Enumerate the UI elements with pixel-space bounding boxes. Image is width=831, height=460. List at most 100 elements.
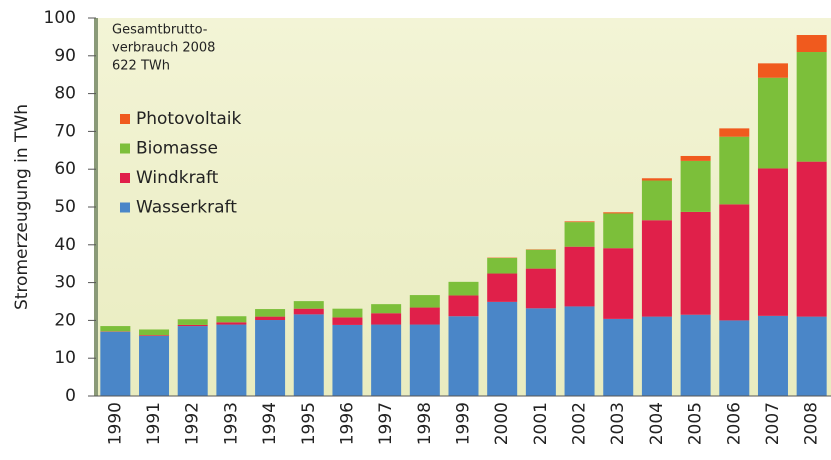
bar-segment bbox=[255, 309, 286, 317]
bar-segment bbox=[177, 319, 208, 325]
x-tick-label: 2001 bbox=[531, 402, 551, 445]
x-tick-label: 1996 bbox=[337, 402, 357, 445]
x-tick-label: 1995 bbox=[299, 402, 319, 445]
x-tick-label: 2007 bbox=[763, 402, 783, 445]
marks bbox=[100, 35, 827, 396]
bar-segment bbox=[641, 220, 672, 317]
y-tick-label: 80 bbox=[54, 84, 76, 104]
bar-segment bbox=[603, 212, 634, 214]
bar-segment bbox=[719, 320, 750, 396]
bar-segment bbox=[487, 273, 518, 302]
legend-label: Photovoltaik bbox=[136, 109, 241, 129]
bar-segment bbox=[641, 316, 672, 396]
y-tick-label: 40 bbox=[54, 235, 76, 255]
bar-segment bbox=[757, 315, 788, 396]
bar-segment bbox=[487, 301, 518, 396]
bar-segment bbox=[293, 314, 324, 396]
x-tick-label: 1997 bbox=[376, 402, 396, 445]
bar-segment bbox=[332, 324, 363, 396]
y-tick-label: 30 bbox=[54, 273, 76, 293]
bar-segment bbox=[255, 320, 286, 396]
bar-segment bbox=[525, 268, 556, 309]
x-tick-label: 1998 bbox=[415, 402, 435, 445]
bar-segment bbox=[603, 248, 634, 319]
bar-segment bbox=[409, 295, 440, 308]
bar-segment bbox=[293, 308, 324, 315]
bar-segment bbox=[641, 180, 672, 221]
y-tick-label: 100 bbox=[44, 8, 76, 28]
y-tick-label: 90 bbox=[54, 46, 76, 66]
bar-segment bbox=[139, 335, 170, 396]
bar-segment bbox=[139, 329, 170, 336]
bar-segment bbox=[100, 326, 131, 332]
bar-segment bbox=[409, 307, 440, 325]
x-tick-label: 1990 bbox=[105, 402, 125, 445]
y-tick-label: 20 bbox=[54, 310, 76, 330]
y-tick-label: 70 bbox=[54, 121, 76, 141]
bar-segment bbox=[680, 314, 711, 396]
y-tick-label: 50 bbox=[54, 197, 76, 217]
bar-segment bbox=[216, 316, 247, 323]
bar-segment bbox=[719, 128, 750, 137]
bar-segment bbox=[719, 136, 750, 205]
bar-segment bbox=[603, 213, 634, 249]
x-tick-label: 2005 bbox=[686, 402, 706, 445]
bar-segment bbox=[371, 304, 402, 314]
legend-label: Windkraft bbox=[136, 168, 219, 188]
bar-segment bbox=[680, 160, 711, 212]
y-tick-label: 10 bbox=[54, 348, 76, 368]
bar-segment bbox=[680, 211, 711, 315]
bar-segment bbox=[680, 155, 711, 161]
bar-segment bbox=[796, 161, 827, 317]
bar-segment bbox=[139, 335, 170, 336]
bar-segment bbox=[525, 249, 556, 269]
bar-segment bbox=[796, 316, 827, 396]
bar-segment bbox=[177, 326, 208, 396]
bar-segment bbox=[564, 246, 595, 307]
bar-segment bbox=[332, 317, 363, 325]
x-tick-label: 2004 bbox=[647, 402, 667, 445]
bar-segment bbox=[487, 258, 518, 274]
bar-segment bbox=[757, 168, 788, 316]
bar-segment bbox=[216, 324, 247, 396]
bar-segment bbox=[796, 52, 827, 162]
bar-segment bbox=[448, 295, 479, 317]
bar-segment bbox=[564, 306, 595, 396]
bar-segment bbox=[371, 324, 402, 396]
x-tick-label: 2003 bbox=[608, 402, 628, 445]
x-tick-label: 2002 bbox=[570, 402, 590, 445]
bar-segment bbox=[641, 178, 672, 181]
x-tick-label: 1993 bbox=[221, 402, 241, 445]
bar-segment bbox=[796, 35, 827, 53]
legend-label: Biomasse bbox=[136, 139, 218, 159]
bar-segment bbox=[332, 308, 363, 318]
bar-segment bbox=[448, 281, 479, 296]
legend-swatch bbox=[120, 202, 130, 213]
annotation-line: Gesamtbrutto- bbox=[112, 23, 208, 38]
annotation: Gesamtbrutto-verbrauch 2008 622 TWh bbox=[112, 23, 215, 74]
annotation-line: verbrauch 2008 bbox=[112, 41, 215, 56]
x-tick-label: 1992 bbox=[183, 402, 203, 445]
bar-segment bbox=[409, 324, 440, 396]
x-tick-label: 2000 bbox=[492, 402, 512, 445]
bar-segment bbox=[564, 222, 595, 247]
x-tick-label: 1991 bbox=[144, 402, 164, 445]
bar-segment bbox=[525, 308, 556, 396]
bar-segment bbox=[719, 204, 750, 321]
bar-segment bbox=[757, 63, 788, 78]
bar-segment bbox=[603, 318, 634, 396]
legend-swatch bbox=[120, 173, 130, 183]
x-tick-label: 2006 bbox=[724, 402, 744, 445]
bar-segment bbox=[177, 324, 208, 327]
y-axis-label: Stromerzeugung in TWh bbox=[12, 104, 32, 310]
bar-segment bbox=[100, 331, 131, 396]
bar-segment bbox=[255, 316, 286, 321]
bar-segment bbox=[371, 313, 402, 325]
y-tick-label: 0 bbox=[65, 386, 76, 406]
y-tick-label: 60 bbox=[54, 159, 76, 179]
bar-segment bbox=[293, 301, 324, 309]
bar-segment bbox=[564, 221, 595, 223]
legend-label: Wasserkraft bbox=[136, 198, 237, 218]
x-tick-label: 1999 bbox=[454, 402, 474, 445]
